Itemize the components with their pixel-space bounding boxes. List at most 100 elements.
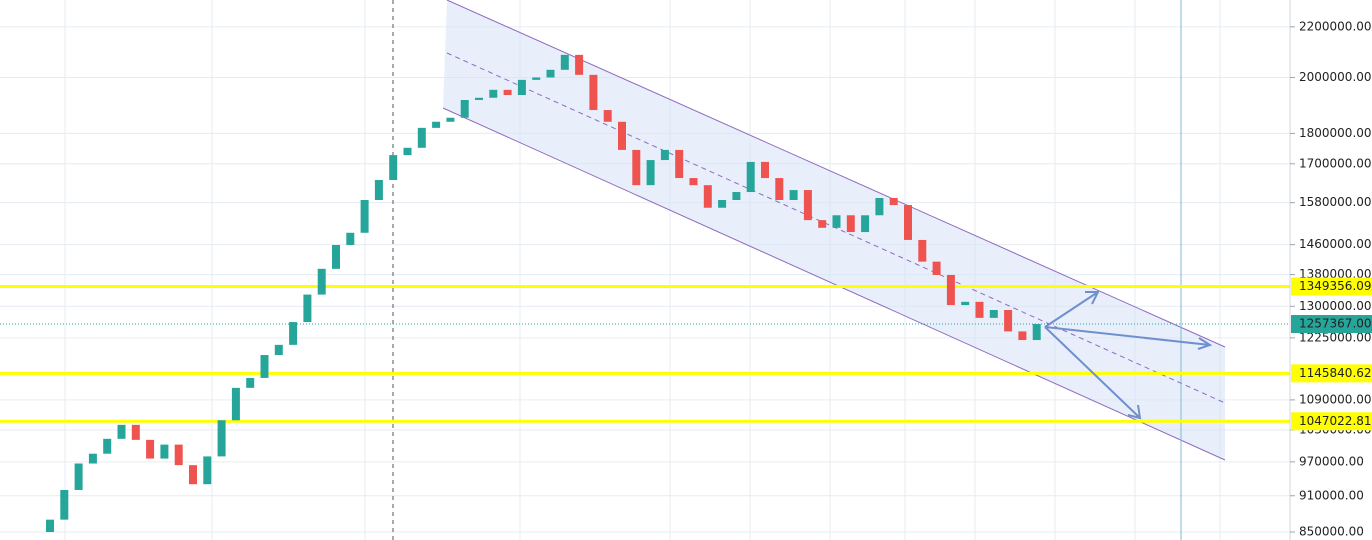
level-label: 1047022.81	[1299, 414, 1372, 428]
candle-body	[861, 215, 870, 233]
candle-body	[317, 268, 326, 295]
candle-body	[274, 344, 283, 356]
level-tag	[1291, 277, 1372, 296]
level-tag	[1291, 364, 1372, 383]
candle-body	[217, 420, 226, 457]
candle-body	[517, 79, 526, 96]
candle-body	[46, 519, 54, 533]
candle-body	[646, 160, 655, 186]
channel-mid	[446, 52, 1226, 404]
candle-body	[660, 149, 669, 161]
candle-body	[146, 439, 155, 459]
candle-body	[189, 465, 197, 485]
candle-body	[875, 197, 884, 216]
level-label: 1145840.62	[1299, 366, 1372, 380]
y-tick-label: 1225000.00	[1299, 330, 1372, 344]
y-tick-label: 850000.00	[1299, 525, 1364, 539]
candle-body	[460, 99, 469, 118]
level-label: 1349356.09	[1299, 279, 1372, 293]
candle-body	[818, 220, 827, 228]
candle-body	[961, 301, 970, 306]
candle-body	[560, 54, 569, 70]
candle-body	[360, 200, 369, 233]
candle-body	[246, 377, 255, 388]
last-price-tag	[1291, 315, 1372, 334]
channel-fill	[443, 0, 1225, 460]
candle-body	[1032, 324, 1041, 341]
price-axis	[1290, 0, 1372, 540]
y-tick-label: 1580000.00	[1299, 195, 1372, 209]
candle-body	[231, 387, 240, 421]
y-tick-label: 970000.00	[1299, 454, 1364, 468]
candle-body	[975, 301, 984, 318]
candle-body	[989, 309, 998, 318]
candle-body	[260, 355, 269, 378]
candle-body	[846, 215, 855, 233]
candle-body	[761, 161, 769, 179]
y-tick-label: 2000000.00	[1299, 70, 1372, 84]
last-price-label: 1257367.00	[1299, 317, 1372, 331]
candle-body	[889, 197, 898, 206]
candle-body	[417, 127, 426, 148]
candle-body	[803, 190, 812, 221]
candle-body	[303, 294, 312, 323]
candle-body	[374, 179, 383, 201]
candle-body	[575, 54, 584, 75]
arrow-up	[1044, 291, 1100, 328]
candle-body	[289, 322, 298, 345]
y-tick-label: 1090000.00	[1299, 392, 1372, 406]
candle-body	[618, 121, 626, 150]
candle-body	[475, 97, 483, 100]
arrow-down	[1044, 326, 1142, 420]
candle-body	[346, 232, 355, 246]
candle-body	[603, 110, 612, 122]
y-tick-label: 1800000.00	[1299, 126, 1372, 140]
y-tick-label: 1300000.00	[1299, 299, 1372, 313]
y-tick-label: 1700000.00	[1299, 156, 1372, 170]
candle-body	[589, 74, 598, 111]
y-tick-label: 1460000.00	[1299, 237, 1372, 251]
candle-body	[332, 245, 340, 269]
candle-body	[1004, 309, 1013, 332]
candle-body	[489, 89, 498, 98]
candle-body	[689, 178, 698, 186]
candle-body	[918, 239, 927, 262]
levels	[0, 285, 1290, 423]
candle-body	[732, 192, 741, 201]
y-tick-label: 2200000.00	[1299, 19, 1372, 33]
candle-body	[532, 77, 541, 80]
projection-arrows	[1044, 291, 1213, 420]
candle-body	[160, 444, 169, 459]
candle-body	[432, 121, 441, 128]
channel-lower	[442, 107, 1226, 461]
candle-body	[675, 149, 684, 179]
axis-labels: 2200000.00 2000000.00 1800000.00 1700000.00…	[1290, 19, 1372, 539]
candle-body	[703, 185, 712, 208]
candle-body	[88, 453, 97, 464]
candle-body	[389, 155, 398, 180]
candle-body	[131, 424, 140, 440]
candle-body	[932, 261, 941, 275]
candle-body	[832, 215, 841, 228]
candle-body	[503, 89, 512, 96]
price-tags: 1349356.09 1145840.62 1047022.81 1257367.00	[1291, 277, 1372, 431]
level-tag	[1291, 412, 1372, 431]
candles	[46, 54, 1041, 533]
arrow-side	[1044, 326, 1213, 350]
candle-body	[775, 178, 784, 201]
candle-body	[117, 424, 126, 439]
candle-body	[203, 456, 212, 485]
candle-body	[632, 149, 641, 186]
candle-body	[103, 438, 112, 454]
candle-body	[74, 463, 83, 490]
y-tick-label: 910000.00	[1299, 488, 1364, 502]
candle-body	[403, 147, 412, 156]
candle-body	[174, 444, 183, 466]
candle-body	[904, 205, 912, 240]
candle-body	[446, 117, 455, 122]
candle-body	[789, 190, 798, 201]
candle-body	[946, 274, 955, 306]
candle-body	[746, 161, 755, 193]
